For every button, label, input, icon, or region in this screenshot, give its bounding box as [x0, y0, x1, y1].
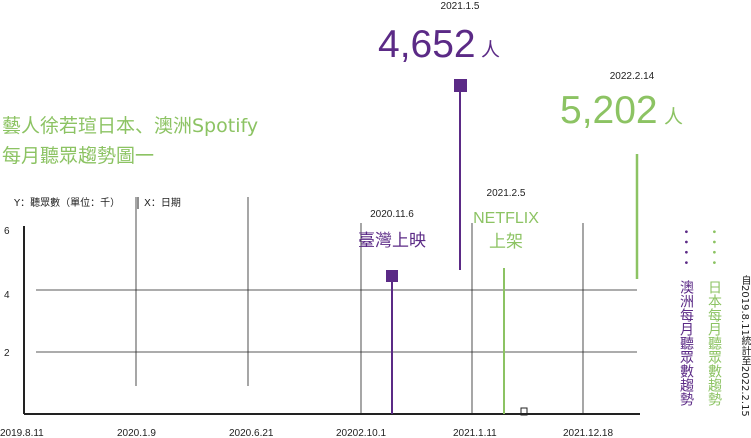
- y-tick-label: 4: [4, 290, 10, 301]
- peak-au-value: 4,652: [378, 23, 476, 66]
- peak-au-unit: 人: [481, 39, 500, 61]
- taiwan-release-date: 2020.11.6: [370, 209, 414, 220]
- x-tick-label: 20202.10.1: [336, 428, 386, 438]
- y-tick-label: 2: [4, 348, 10, 359]
- peak-au-marker: [454, 79, 467, 92]
- x-tick-label: 2020.1.9: [117, 428, 156, 438]
- netflix-date: 2021.2.5: [487, 188, 526, 199]
- grid: [36, 197, 637, 413]
- legend-jp-label: 日本每月聽眾數趨勢: [706, 280, 722, 406]
- taiwan-release-marker: [386, 270, 398, 282]
- netflix-label-line2: 上架: [489, 232, 523, 252]
- chart-title-line2: 每月聽眾趨勢圖一: [2, 145, 154, 167]
- x-tick-label: 2021.12.18: [563, 428, 613, 438]
- legend-jp-dots: • • • •: [708, 230, 719, 267]
- date-range-note: 自2019.8.11統計至2022.2.15: [739, 275, 750, 417]
- x-tick-label: 2019.8.11: [0, 428, 44, 438]
- y-axis-label: Y：聽眾數（單位：千）: [13, 196, 120, 209]
- small-box-marker: [520, 407, 528, 416]
- chart-title-line1: 藝人徐若瑄日本、澳洲Spotify: [2, 115, 258, 137]
- taiwan-release-label: 臺灣上映: [358, 231, 426, 251]
- x-tick-label: 2020.6.21: [229, 428, 274, 438]
- peak-jp-unit: 人: [664, 106, 683, 128]
- y-tick-label: 6: [4, 226, 10, 237]
- netflix-label-line1: NETFLIX: [473, 210, 539, 227]
- peak-jp-date: 2022.2.14: [610, 71, 655, 82]
- legend-au-dots: • • • •: [680, 230, 691, 267]
- peak-jp-value: 5,202: [560, 89, 658, 132]
- peak-au-date: 2021.1.5: [441, 1, 480, 12]
- legend-au-label: 澳洲每月聽眾數趨勢: [678, 280, 694, 406]
- x-axis-label: X：日期: [144, 197, 181, 209]
- x-tick-label: 2021.1.11: [453, 428, 497, 438]
